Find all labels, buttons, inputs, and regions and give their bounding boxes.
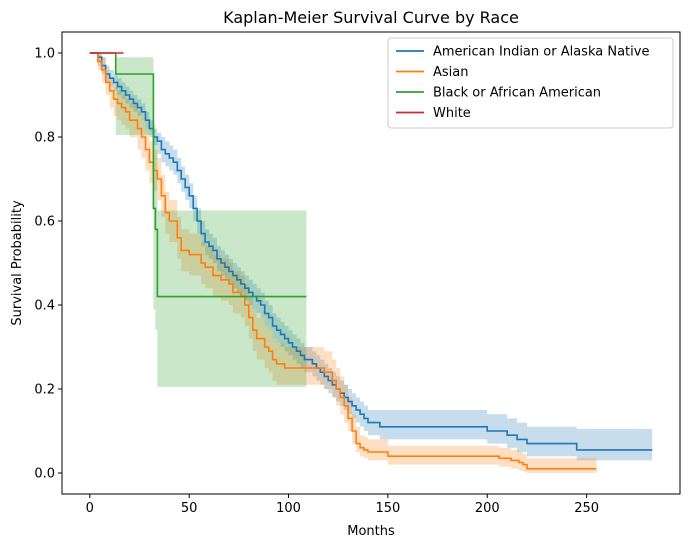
y-axis: 0.0 0.2 0.4 0.6 0.8 1.0 (34, 47, 62, 482)
y-tick-label: 0.0 (34, 467, 55, 482)
x-axis-label: Months (347, 524, 395, 539)
legend-label-white: White (433, 106, 471, 121)
y-tick-label: 0.8 (34, 131, 55, 146)
y-tick-label: 0.2 (34, 383, 55, 398)
y-tick-label: 0.4 (34, 299, 55, 314)
legend-label-asian: Asian (433, 65, 468, 80)
chart-title: Kaplan-Meier Survival Curve by Race (223, 8, 519, 27)
ci-band-black-or-african-american (89, 53, 307, 387)
confidence-bands (89, 53, 653, 473)
x-tick-label: 0 (86, 501, 94, 516)
survival-lines (89, 52, 653, 470)
survival-line-black-or-african-american (89, 52, 307, 298)
legend-box (387, 37, 674, 129)
plot-frame (61, 31, 681, 495)
ci-band-asian (89, 53, 597, 473)
x-axis: 0 50 100 150 200 250 (86, 494, 599, 516)
y-tick-label: 0.6 (34, 215, 55, 230)
legend-label-american-indian-or-alaska-native: American Indian or Alaska Native (433, 45, 649, 60)
x-tick-label: 100 (276, 501, 301, 516)
legend-label-black-or-african-american: Black or African American (433, 86, 601, 101)
y-axis-label: Survival Probability (10, 200, 25, 326)
x-tick-label: 250 (574, 501, 599, 516)
x-tick-label: 200 (475, 501, 500, 516)
y-tick-label: 1.0 (34, 47, 55, 62)
x-tick-label: 50 (181, 501, 198, 516)
x-tick-label: 150 (375, 501, 400, 516)
survival-line-asian (89, 52, 597, 470)
legend: American Indian or Alaska Native Asian Bla… (387, 37, 674, 129)
